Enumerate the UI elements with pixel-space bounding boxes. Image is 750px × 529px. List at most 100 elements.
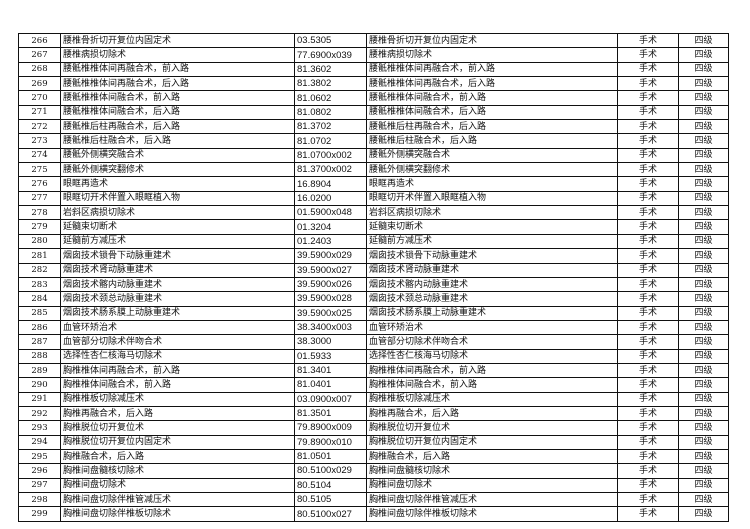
row-number-cell: 278 <box>18 205 61 221</box>
row-number-cell: 275 <box>18 162 61 178</box>
procedure-code-cell: 01.2403 <box>294 233 367 250</box>
table-row: 296 胸椎间盘髓核切除术 80.5100x029 胸椎间盘髓核切除术 手术 四级 <box>18 463 729 479</box>
procedure-name-2-cell: 延髓前方减压术 <box>366 233 618 250</box>
procedure-level-cell: 四级 <box>678 90 729 106</box>
procedure-type-cell: 手术 <box>617 362 679 379</box>
procedure-name-2-cell: 腰骶椎椎体间融合术，前入路 <box>366 90 618 106</box>
procedure-type-cell: 手术 <box>617 162 679 178</box>
procedure-type-cell: 手术 <box>617 233 679 250</box>
row-number-cell: 282 <box>18 262 61 278</box>
table-row: 291 胸椎椎板切除减压术 03.0900x007 胸椎椎板切除减压术 手术 四级 <box>18 391 729 407</box>
procedure-type-cell: 手术 <box>617 391 679 407</box>
table-row: 290 胸椎椎体间融合术，前入路 81.0401 胸椎椎体间融合术，前入路 手术 四级 <box>18 377 729 393</box>
procedure-name-cell: 腰椎病损切除术 <box>60 47 295 63</box>
procedure-type-cell: 手术 <box>617 104 679 121</box>
row-number-cell: 296 <box>18 463 61 479</box>
procedure-code-cell: 81.0700x002 <box>294 147 367 164</box>
procedure-name-cell: 腰骶椎后柱融合术，后入路 <box>60 133 295 149</box>
procedure-name-2-cell: 选择性杏仁核海马切除术 <box>366 348 618 364</box>
procedure-level-cell: 四级 <box>678 348 729 364</box>
procedure-code-cell: 77.6900x039 <box>294 47 367 63</box>
procedure-level-cell: 四级 <box>678 448 729 465</box>
procedure-level-cell: 四级 <box>678 362 729 379</box>
procedure-name-2-cell: 眼眶切开术伴置入眼眶植入物 <box>366 190 618 207</box>
row-number-cell: 271 <box>18 104 61 121</box>
table-row: 288 选择性杏仁核海马切除术 01.5933 选择性杏仁核海马切除术 手术 四级 <box>18 348 729 364</box>
procedure-name-2-cell: 烟囱技术颈总动脉重建术 <box>366 291 618 307</box>
procedure-code-cell: 80.5100x029 <box>294 463 367 479</box>
procedure-name-2-cell: 胸椎脱位切开复位内固定术 <box>366 434 618 450</box>
row-number-cell: 283 <box>18 276 61 293</box>
table-row: 274 腰骶外侧横突融合术 81.0700x002 腰骶外侧横突融合术 手术 四级 <box>18 147 729 164</box>
procedure-level-cell: 四级 <box>678 61 729 78</box>
procedure-name-2-cell: 腰骶外侧横突融合术 <box>366 147 618 164</box>
row-number-cell: 270 <box>18 90 61 106</box>
procedure-type-cell: 手术 <box>617 463 679 479</box>
table-row: 283 烟囱技术髂内动脉重建术 39.5900x026 烟囱技术髂内动脉重建术 手术 四级 <box>18 276 729 293</box>
procedure-level-cell: 四级 <box>678 104 729 121</box>
table-row: 266 腰椎骨折切开复位内固定术 03.5305 腰椎骨折切开复位内固定术 手术 四级 <box>18 32 729 49</box>
row-number-cell: 272 <box>18 119 61 135</box>
procedure-level-cell: 四级 <box>678 377 729 393</box>
table-row: 286 血管环矫治术 38.3400x003 血管环矫治术 手术 四级 <box>18 319 729 336</box>
procedure-name-2-cell: 延髓束切断术 <box>366 219 618 235</box>
procedure-name-2-cell: 腰骶椎后柱融合术，后入路 <box>366 133 618 149</box>
row-number-cell: 297 <box>18 477 61 494</box>
procedure-name-2-cell: 血管部分切除术伴吻合术 <box>366 334 618 350</box>
procedure-name-cell: 胸椎间盘切除伴椎板切除术 <box>60 506 295 522</box>
procedure-type-cell: 手术 <box>617 248 679 264</box>
row-number-cell: 280 <box>18 233 61 250</box>
procedure-level-cell: 四级 <box>678 47 729 63</box>
procedure-name-cell: 腰骶椎椎体间融合术，后入路 <box>60 104 295 121</box>
procedure-name-2-cell: 胸椎椎板切除减压术 <box>366 391 618 407</box>
table-body: 266 腰椎骨折切开复位内固定术 03.5305 腰椎骨折切开复位内固定术 手术 四级 26… <box>18 32 729 522</box>
procedure-name-cell: 胸椎脱位切开复位内固定术 <box>60 434 295 450</box>
procedure-type-cell: 手术 <box>617 305 679 321</box>
procedure-name-2-cell: 岩斜区病损切除术 <box>366 205 618 221</box>
procedure-type-cell: 手术 <box>617 219 679 235</box>
procedure-level-cell: 四级 <box>678 420 729 436</box>
procedure-name-cell: 岩斜区病损切除术 <box>60 205 295 221</box>
procedure-name-cell: 腰骶椎椎体间融合术，前入路 <box>60 90 295 106</box>
procedure-code-cell: 39.5900x026 <box>294 276 367 293</box>
procedure-code-cell: 81.0702 <box>294 133 367 149</box>
row-number-cell: 299 <box>18 506 61 522</box>
procedure-name-2-cell: 胸椎融合术，后入路 <box>366 448 618 465</box>
procedure-level-cell: 四级 <box>678 291 729 307</box>
row-number-cell: 284 <box>18 291 61 307</box>
procedure-level-cell: 四级 <box>678 506 729 522</box>
procedure-type-cell: 手术 <box>617 262 679 278</box>
row-number-cell: 285 <box>18 305 61 321</box>
procedure-name-2-cell: 腰骶椎椎体间再融合术，前入路 <box>366 61 618 78</box>
procedure-name-2-cell: 腰骶椎后柱再融合术，后入路 <box>366 119 618 135</box>
table-row: 270 腰骶椎椎体间融合术，前入路 81.0602 腰骶椎椎体间融合术，前入路 手术 四级 <box>18 90 729 106</box>
procedure-name-cell: 眼眶再造术 <box>60 176 295 192</box>
procedure-name-cell: 烟囱技术肾动脉重建术 <box>60 262 295 278</box>
procedure-code-cell: 03.0900x007 <box>294 391 367 407</box>
procedure-level-cell: 四级 <box>678 233 729 250</box>
procedure-type-cell: 手术 <box>617 405 679 422</box>
procedure-type-cell: 手术 <box>617 491 679 508</box>
table-row: 275 腰骶外侧横突翻修术 81.3700x002 腰骶外侧横突翻修术 手术 四级 <box>18 162 729 178</box>
procedure-level-cell: 四级 <box>678 434 729 450</box>
procedure-name-cell: 血管部分切除术伴吻合术 <box>60 334 295 350</box>
table-row: 278 岩斜区病损切除术 01.5900x048 岩斜区病损切除术 手术 四级 <box>18 205 729 221</box>
procedure-name-cell: 烟囱技术肠系膜上动脉重建术 <box>60 305 295 321</box>
procedure-level-cell: 四级 <box>678 248 729 264</box>
procedure-type-cell: 手术 <box>617 319 679 336</box>
procedure-level-cell: 四级 <box>678 190 729 207</box>
procedure-level-cell: 四级 <box>678 119 729 135</box>
procedure-code-cell: 01.3204 <box>294 219 367 235</box>
row-number-cell: 292 <box>18 405 61 422</box>
procedure-name-2-cell: 腰椎骨折切开复位内固定术 <box>366 32 618 49</box>
row-number-cell: 289 <box>18 362 61 379</box>
table-row: 293 胸椎脱位切开复位术 79.8900x009 胸椎脱位切开复位术 手术 四级 <box>18 420 729 436</box>
table-row: 267 腰椎病损切除术 77.6900x039 腰椎病损切除术 手术 四级 <box>18 47 729 63</box>
row-number-cell: 295 <box>18 448 61 465</box>
procedure-code-cell: 81.3602 <box>294 61 367 78</box>
procedure-type-cell: 手术 <box>617 506 679 522</box>
table-row: 292 胸椎再融合术，后入路 81.3501 胸椎再融合术，后入路 手术 四级 <box>18 405 729 422</box>
procedure-name-cell: 胸椎融合术，后入路 <box>60 448 295 465</box>
procedure-type-cell: 手术 <box>617 76 679 92</box>
procedure-type-cell: 手术 <box>617 205 679 221</box>
